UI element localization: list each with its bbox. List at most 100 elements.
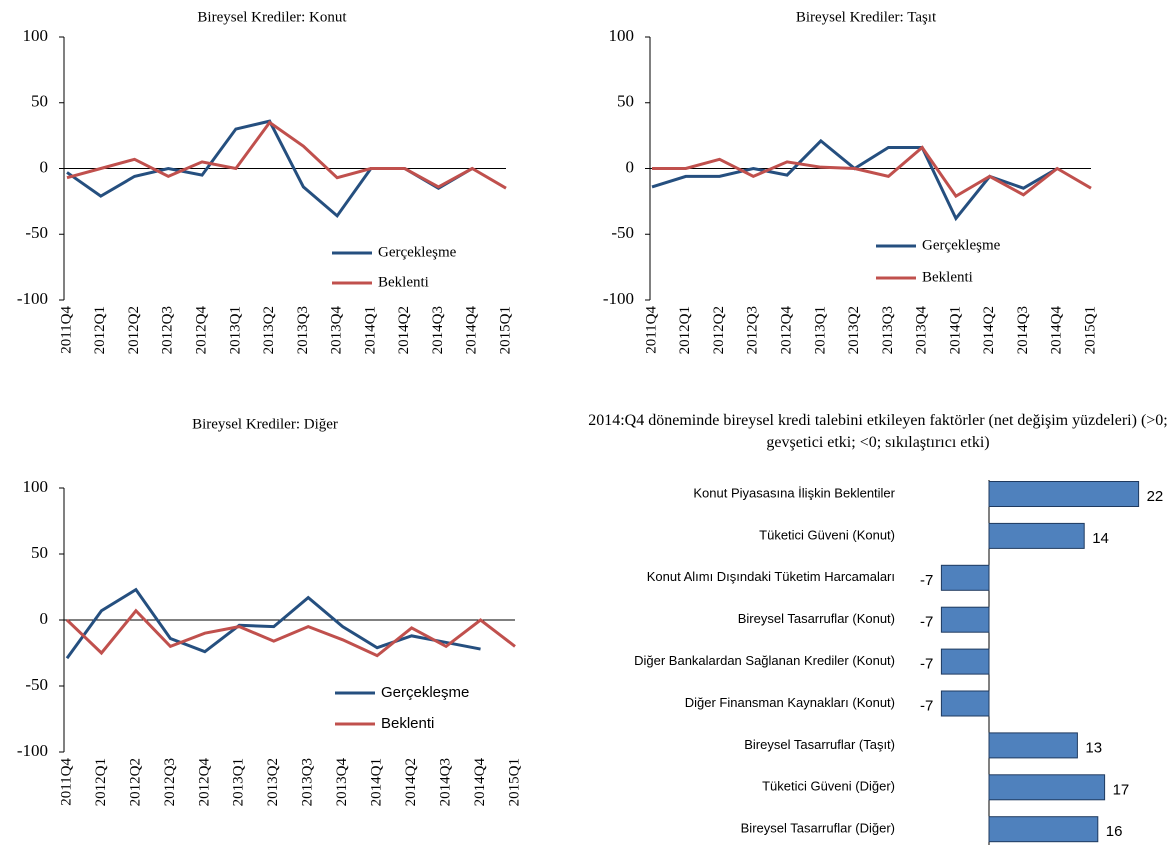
y-tick-label: -50	[25, 223, 48, 242]
y-tick-label: 50	[31, 92, 48, 111]
category-label: Bireysel Tasarruflar (Taşıt)	[744, 737, 895, 752]
x-tick-label: 2014Q2	[403, 758, 419, 806]
bar	[988, 481, 1140, 507]
x-tick-label: 2014Q3	[438, 758, 454, 806]
x-tick-label: 2012Q1	[93, 758, 109, 806]
x-tick-label: 2012Q3	[162, 758, 178, 806]
category-label: Tüketici Güveni (Diğer)	[762, 779, 895, 794]
category-label: Diğer Bankalardan Sağlanan Krediler (Kon…	[634, 653, 895, 668]
value-label: -7	[920, 656, 933, 673]
x-tick-label: 2012Q4	[196, 758, 212, 807]
legend-label: Beklenti	[922, 269, 973, 285]
bar	[988, 732, 1078, 759]
category-label: Tüketici Güveni (Konut)	[759, 527, 895, 542]
x-tick-label: 2014Q4	[472, 758, 488, 807]
series-line	[65, 608, 516, 658]
y-tick-label: -50	[611, 223, 634, 242]
series-line	[652, 145, 1092, 199]
category-label: Konut Piyasasına İlişkin Beklentiler	[693, 485, 895, 500]
x-tick-label: 2011Q4	[58, 306, 74, 354]
x-tick-label: 2014Q4	[1049, 306, 1065, 355]
x-tick-label: 2013Q3	[295, 306, 311, 354]
x-tick-label: 2014Q3	[430, 306, 446, 354]
x-tick-label: 2013Q4	[334, 758, 350, 807]
value-label: 17	[1113, 781, 1130, 798]
value-label: -7	[920, 572, 933, 589]
x-tick-label: 2012Q3	[745, 306, 761, 354]
value-label: -7	[920, 614, 933, 631]
legend-label: Gerçekleşme	[378, 244, 457, 260]
y-tick-label: 100	[23, 26, 49, 45]
y-tick-label: 0	[40, 157, 49, 176]
x-tick-label: 2014Q2	[396, 306, 412, 354]
y-tick-label: 100	[23, 477, 49, 496]
y-tick-label: 50	[31, 543, 48, 562]
x-tick-label: 2012Q2	[127, 758, 143, 806]
x-tick-label: 2014Q1	[947, 306, 963, 354]
x-tick-label: 2012Q1	[677, 306, 693, 354]
x-tick-label: 2012Q4	[779, 306, 795, 355]
x-tick-label: 2013Q3	[300, 758, 316, 806]
x-tick-label: 2014Q1	[369, 758, 385, 806]
x-tick-label: 2015Q1	[497, 306, 513, 354]
x-tick-label: 2013Q1	[812, 306, 828, 354]
x-tick-label: 2013Q4	[914, 306, 930, 355]
legend-label: Beklenti	[381, 715, 434, 732]
y-tick-label: 100	[609, 26, 635, 45]
legend-label: Beklenti	[378, 274, 429, 290]
x-tick-label: 2012Q2	[711, 306, 727, 354]
x-tick-label: 2015Q1	[506, 758, 522, 806]
x-tick-label: 2011Q4	[643, 306, 659, 354]
y-tick-label: -100	[17, 741, 48, 760]
y-tick-label: 50	[617, 92, 634, 111]
x-tick-label: 2014Q1	[362, 306, 378, 354]
x-tick-label: 2014Q3	[1015, 306, 1031, 354]
category-label: Bireysel Tasarruflar (Konut)	[738, 611, 895, 626]
legend-label: Gerçekleşme	[922, 237, 1001, 253]
x-tick-label: 2013Q3	[880, 306, 896, 354]
bar	[988, 774, 1106, 801]
bar	[988, 522, 1085, 549]
y-tick-label: 0	[626, 157, 635, 176]
x-tick-label: 2012Q1	[92, 306, 108, 354]
series-line	[65, 587, 481, 660]
x-tick-label: 2013Q1	[227, 306, 243, 354]
y-tick-label: -100	[603, 289, 634, 308]
x-tick-label: 2013Q2	[261, 306, 277, 354]
bar	[940, 606, 990, 633]
bar	[988, 816, 1099, 843]
chart-title: Bireysel Krediler: Taşıt	[796, 9, 937, 25]
value-label: 16	[1106, 823, 1123, 840]
value-label: 14	[1092, 530, 1109, 547]
x-tick-label: 2014Q4	[464, 306, 480, 355]
y-tick-label: -50	[25, 675, 48, 694]
bar	[940, 648, 990, 675]
x-tick-label: 2014Q2	[981, 306, 997, 354]
value-label: 13	[1085, 739, 1102, 756]
x-tick-label: 2015Q1	[1082, 306, 1098, 354]
x-tick-label: 2013Q4	[329, 306, 345, 355]
legend-label: Gerçekleşme	[381, 684, 469, 701]
chart-title: Bireysel Krediler: Konut	[197, 9, 347, 25]
x-tick-label: 2013Q2	[265, 758, 281, 806]
value-label: 22	[1147, 488, 1164, 505]
category-label: Bireysel Tasarruflar (Diğer)	[741, 821, 895, 836]
bar	[940, 564, 990, 591]
chart-title: Bireysel Krediler: Diğer	[192, 416, 338, 432]
x-tick-label: 2011Q4	[58, 758, 74, 806]
value-label: -7	[920, 697, 933, 714]
category-label: Konut Alımı Dışındaki Tüketim Harcamalar…	[647, 569, 895, 584]
series-line	[66, 120, 507, 190]
x-tick-label: 2012Q3	[160, 306, 176, 354]
y-tick-label: -100	[17, 289, 48, 308]
x-tick-label: 2012Q4	[194, 306, 210, 355]
x-tick-label: 2013Q2	[846, 306, 862, 354]
category-label: Diğer Finansman Kaynakları (Konut)	[685, 695, 895, 710]
chart-title: 2014:Q4 döneminde bireysel kredi talebin…	[588, 412, 1168, 451]
x-tick-label: 2012Q2	[126, 306, 142, 354]
y-tick-label: 0	[40, 609, 49, 628]
x-tick-label: 2013Q1	[231, 758, 247, 806]
bar	[940, 690, 990, 717]
